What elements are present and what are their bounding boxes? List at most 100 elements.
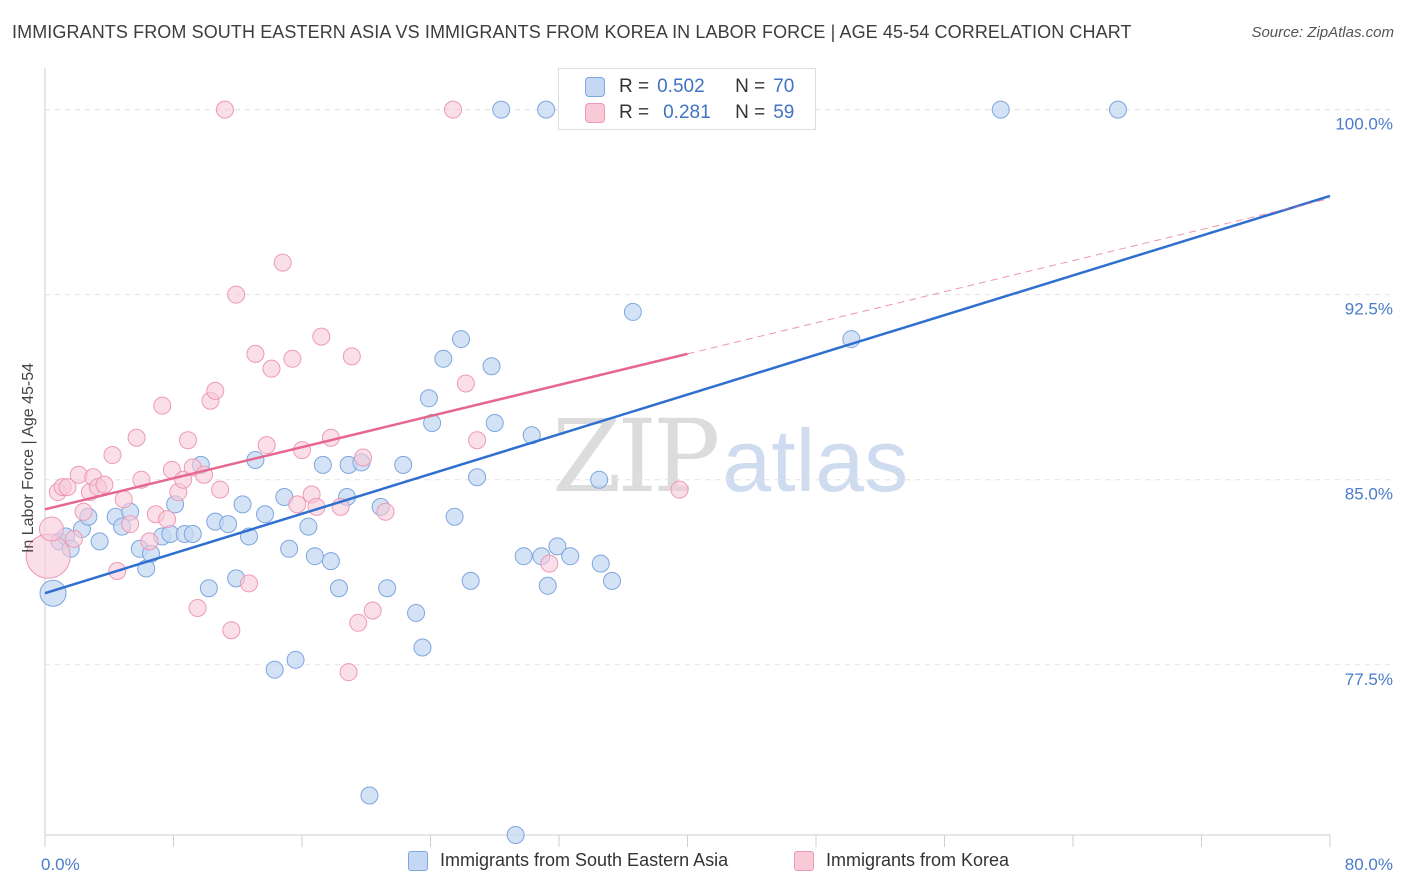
data-point-korea <box>211 480 230 499</box>
data-point-korea <box>58 478 77 497</box>
legend-label: Immigrants from South Eastern Asia <box>440 850 729 870</box>
data-point-korea <box>443 100 462 119</box>
data-point-korea <box>456 374 475 393</box>
data-point-korea <box>257 436 276 455</box>
data-point-korea <box>74 502 93 521</box>
data-point-korea <box>354 448 373 467</box>
data-point-south-eastern-asia <box>378 579 397 598</box>
stats-n-label: N = <box>735 76 766 97</box>
data-point-south-eastern-asia <box>286 650 305 669</box>
stats-r-label: R = <box>619 102 650 123</box>
data-point-korea <box>227 285 246 304</box>
data-point-south-eastern-asia <box>506 826 525 844</box>
chart-source: Source: ZipAtlas.com <box>1251 24 1394 41</box>
legend-swatch-blue <box>585 77 605 97</box>
data-point-south-eastern-asia <box>434 349 453 368</box>
data-point-south-eastern-asia <box>321 552 340 571</box>
data-point-south-eastern-asia <box>492 100 511 119</box>
bottom-legend: Immigrants from South Eastern Asia Immig… <box>0 850 1406 880</box>
data-point-south-eastern-asia <box>485 413 504 432</box>
data-point-korea <box>64 529 83 548</box>
data-point-south-eastern-asia <box>991 100 1010 119</box>
trend-line-korea-extension <box>687 197 1331 355</box>
watermark: ZIPatlas <box>552 398 908 515</box>
data-point-south-eastern-asia <box>39 579 67 607</box>
series-korea-points <box>25 100 689 682</box>
data-point-korea <box>246 344 265 363</box>
data-point-korea <box>293 441 311 460</box>
data-point-korea <box>468 431 487 450</box>
data-point-korea <box>239 574 258 593</box>
data-point-south-eastern-asia <box>445 507 464 526</box>
trend-line-korea <box>44 352 688 511</box>
axes <box>44 68 1331 847</box>
stats-r-value: 0.502 <box>657 76 705 97</box>
data-point-korea <box>349 613 368 632</box>
data-point-south-eastern-asia <box>452 330 471 349</box>
legend-item-korea: Immigrants from Korea <box>794 850 1009 871</box>
data-point-korea <box>283 349 302 368</box>
y-tick-label: 100.0% <box>1335 115 1393 134</box>
stats-r-value: 0.281 <box>663 102 711 123</box>
data-point-korea <box>288 495 307 514</box>
data-point-south-eastern-asia <box>329 579 348 598</box>
chart-title: IMMIGRANTS FROM SOUTH EASTERN ASIA VS IM… <box>12 22 1132 42</box>
legend-swatch-pink <box>585 103 605 123</box>
watermark-atlas: atlas <box>722 411 909 510</box>
data-point-korea <box>222 621 241 640</box>
data-point-south-eastern-asia <box>305 547 324 566</box>
data-point-korea <box>363 601 382 620</box>
legend-label: Immigrants from Korea <box>826 850 1010 870</box>
y-tick-label: 85.0% <box>1345 485 1393 504</box>
data-point-south-eastern-asia <box>603 571 622 590</box>
data-point-korea <box>114 490 133 509</box>
stats-legend-row-blue: R = 0.502 N = 70 <box>585 75 794 99</box>
y-tick-label: 77.5% <box>1345 670 1393 689</box>
data-point-korea <box>206 381 225 400</box>
legend-item-south-eastern-asia: Immigrants from South Eastern Asia <box>408 850 728 871</box>
data-point-south-eastern-asia <box>548 537 567 556</box>
data-point-korea <box>670 480 689 499</box>
data-point-south-eastern-asia <box>468 468 487 487</box>
data-point-south-eastern-asia <box>591 554 610 573</box>
data-point-south-eastern-asia <box>413 638 432 657</box>
data-point-south-eastern-asia <box>537 100 556 119</box>
data-point-south-eastern-asia <box>590 470 609 489</box>
stats-n-label: N = <box>735 102 766 123</box>
data-point-korea <box>342 347 361 366</box>
data-point-south-eastern-asia <box>419 389 438 408</box>
data-point-south-eastern-asia <box>360 786 379 805</box>
data-point-south-eastern-asia <box>256 505 275 524</box>
data-point-south-eastern-asia <box>394 455 413 474</box>
data-point-korea <box>127 428 146 447</box>
data-point-south-eastern-asia <box>233 495 252 514</box>
data-point-south-eastern-asia <box>623 302 642 321</box>
data-point-korea <box>153 396 172 415</box>
data-point-south-eastern-asia <box>407 603 426 622</box>
trend-line-south-eastern-asia <box>44 194 1331 595</box>
data-point-south-eastern-asia <box>265 660 284 679</box>
data-point-south-eastern-asia <box>482 357 501 376</box>
data-point-south-eastern-asia <box>90 532 109 551</box>
data-point-korea <box>376 502 395 521</box>
stats-legend: R = 0.502 N = 70 R = 0.281 N = 59 <box>558 68 816 130</box>
watermark-zip: ZIP <box>552 398 720 515</box>
y-axis-label: In Labor Force | Age 45-54 <box>20 363 37 553</box>
data-point-korea <box>121 515 140 534</box>
data-point-south-eastern-asia <box>561 547 580 566</box>
y-tick-label: 92.5% <box>1345 300 1393 319</box>
data-point-korea <box>95 475 114 494</box>
data-point-korea <box>38 516 64 542</box>
stats-n-value: 70 <box>773 76 795 97</box>
data-point-south-eastern-asia <box>199 579 218 598</box>
data-point-korea <box>178 431 197 450</box>
data-point-korea <box>215 100 234 119</box>
stats-r-label: R = <box>619 76 650 97</box>
data-point-korea <box>312 327 331 346</box>
data-point-korea <box>103 446 122 465</box>
data-point-south-eastern-asia <box>183 524 202 543</box>
data-point-korea <box>188 599 207 618</box>
trend-lines <box>44 194 1331 595</box>
data-point-south-eastern-asia <box>299 517 318 536</box>
